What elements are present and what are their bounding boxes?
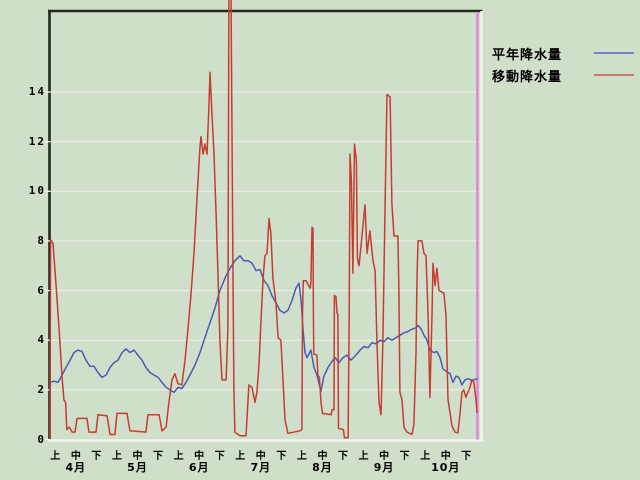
x-period-label: 上 [235, 451, 246, 462]
y-tick-label: 10 [28, 184, 46, 198]
x-period-label: 下 [214, 451, 225, 462]
x-month-label: 9月 [373, 461, 395, 474]
x-period-label: 上 [296, 451, 307, 462]
x-period-label: 上 [420, 451, 431, 462]
x-period-label: 下 [461, 451, 472, 462]
x-period-label: 下 [91, 451, 102, 462]
x-period-label: 上 [173, 451, 184, 462]
x-period-label: 下 [399, 451, 410, 462]
x-period-label: 中 [255, 451, 266, 462]
x-period-label: 中 [70, 451, 81, 462]
x-month-label: 10月 [431, 461, 461, 474]
x-month-label: 6月 [188, 461, 210, 474]
legend-label-moving-precip: 移動降水量 [492, 69, 563, 85]
x-period-label: 中 [440, 451, 451, 462]
y-tick-label: 8 [37, 233, 46, 247]
chart-legend: 平年降水量 移動降水量 [492, 42, 634, 86]
y-tick-label: 2 [37, 382, 46, 396]
legend-label-normal-precip: 平年降水量 [492, 47, 563, 63]
x-period-label: 中 [132, 451, 143, 462]
y-tick-label: 0 [37, 432, 46, 446]
x-month-label: 4月 [65, 461, 87, 474]
x-period-label: 上 [50, 451, 61, 462]
legend-line-swatch-moving-precip [594, 74, 634, 76]
x-period-label: 下 [338, 451, 348, 462]
x-period-label: 中 [317, 451, 328, 462]
y-tick-label: 14 [28, 85, 46, 99]
y-tick-label: 6 [37, 283, 46, 297]
x-month-label: 7月 [250, 461, 272, 474]
legend-item-moving-precip: 移動降水量 [492, 64, 634, 86]
series-line-moving-precip [49, 0, 478, 439]
legend-line-swatch-normal-precip [594, 52, 634, 54]
legend-item-normal-precip: 平年降水量 [492, 42, 634, 64]
x-period-label: 上 [111, 451, 122, 462]
x-period-label: 中 [194, 451, 205, 462]
series-line-normal-precip [49, 255, 478, 394]
x-month-label: 8月 [312, 461, 333, 474]
x-period-label: 下 [153, 451, 164, 462]
x-period-label: 下 [276, 451, 287, 462]
x-month-label: 5月 [127, 461, 148, 474]
x-period-label: 上 [358, 451, 369, 462]
y-tick-label: 12 [28, 134, 46, 148]
y-tick-label: 4 [37, 333, 46, 347]
x-period-label: 中 [379, 451, 390, 462]
